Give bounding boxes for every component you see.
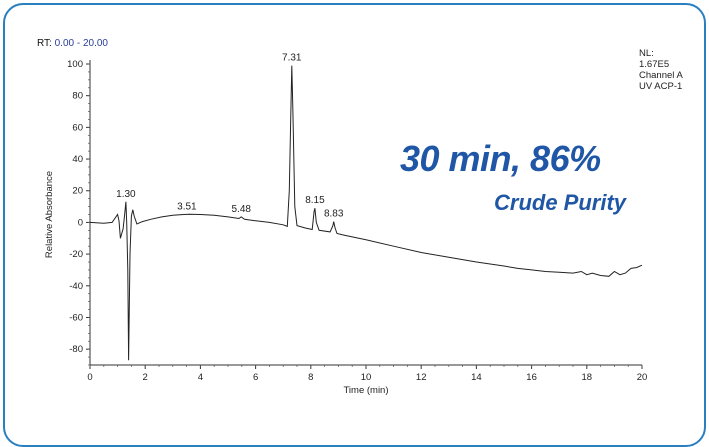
x-tick-label: 14 <box>471 372 482 383</box>
detector-label: UV ACP-1 <box>639 81 683 92</box>
channel-label: Channel A <box>639 70 683 81</box>
chromatogram-trace <box>89 65 643 361</box>
peak-label: 1.30 <box>116 189 136 200</box>
peak-label: 7.31 <box>282 53 302 64</box>
y-tick-label: -40 <box>69 281 83 292</box>
peak-label: 8.15 <box>305 195 325 206</box>
x-tick-label: 12 <box>416 372 427 383</box>
x-tick-label: 20 <box>637 372 648 383</box>
y-tick-label: 80 <box>72 91 83 102</box>
chromatogram-chart: 0 2 4 6 8 10 12 14 16 18 20 100 80 60 40 20 0 -20 -40 -60 -8… <box>44 53 647 396</box>
peak-label: 8.83 <box>324 209 344 220</box>
purity-subline: Crude Purity <box>494 190 627 215</box>
y-tick-label: 100 <box>67 59 83 70</box>
x-tick-label: 4 <box>198 372 203 383</box>
chart-frame <box>3 3 706 447</box>
x-axis-title: Time (min) <box>343 385 388 396</box>
x-tick-label: 8 <box>308 372 313 383</box>
y-tick-label: -60 <box>69 312 83 323</box>
y-tick-label: 0 <box>78 217 83 228</box>
x-tick-label: 16 <box>526 372 537 383</box>
y-tick-label: -20 <box>69 249 83 260</box>
x-tick-label: 0 <box>87 372 92 383</box>
nl-info-block: NL: 1.67E5 Channel A UV ACP-1 <box>639 48 683 92</box>
peak-label: 5.48 <box>232 204 252 215</box>
x-tick-label: 6 <box>253 372 258 383</box>
rt-range-label: RT: 0.00 - 20.00 <box>37 38 108 49</box>
rt-range-value: 0.00 - 20.00 <box>54 38 108 49</box>
purity-headline: 30 min, 86% <box>400 138 601 179</box>
y-tick-label: -80 <box>69 344 83 355</box>
x-tick-label: 10 <box>361 372 372 383</box>
x-tick-label: 18 <box>582 372 593 383</box>
y-tick-label: 20 <box>72 186 83 197</box>
y-axis-title: Relative Absorbance <box>44 171 55 258</box>
nl-label: NL: <box>639 48 654 59</box>
peak-label: 3.51 <box>177 202 197 213</box>
x-tick-label: 2 <box>143 372 148 383</box>
rt-prefix: RT: <box>37 38 52 49</box>
y-tick-label: 60 <box>72 122 83 133</box>
y-tick-label: 40 <box>72 154 83 165</box>
chart-marks: 1.30 3.51 5.48 7.31 8.15 8.83 <box>89 53 643 361</box>
chart-axes: 0 2 4 6 8 10 12 14 16 18 20 100 80 60 40 20 0 -20 -40 -60 -8… <box>67 59 647 383</box>
nl-value: 1.67E5 <box>639 59 670 70</box>
